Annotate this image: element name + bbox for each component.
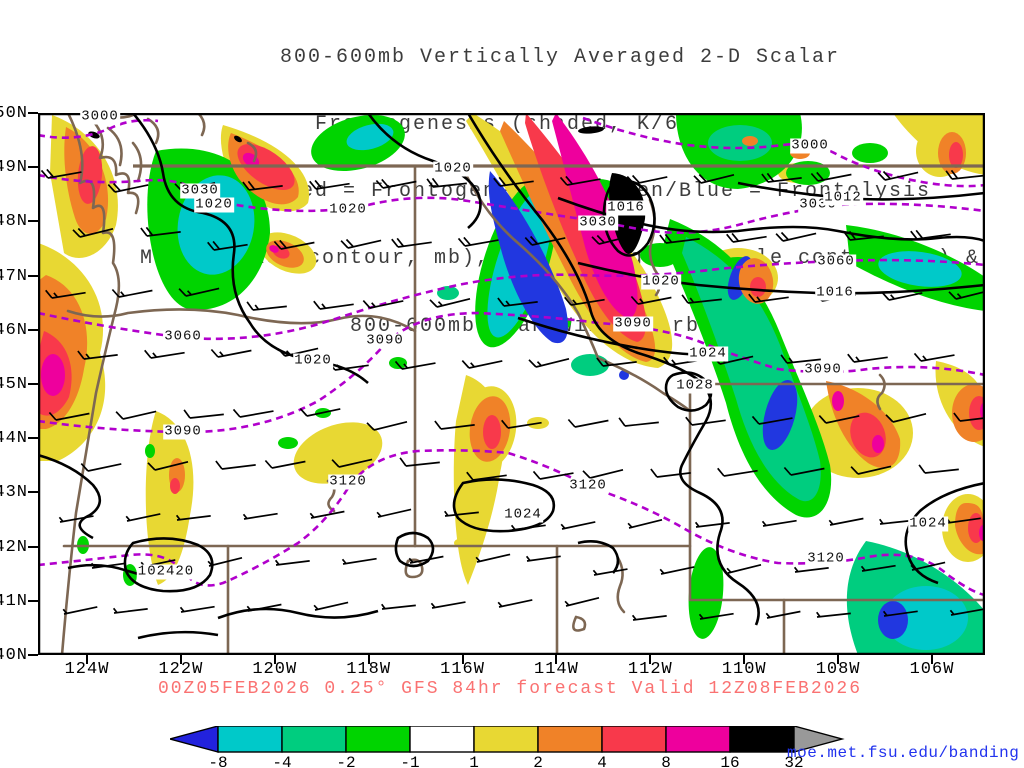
colorbar-value-label: 16 xyxy=(720,754,740,768)
lat-tick-label: 47N xyxy=(0,266,28,286)
lon-tick-label: 116W xyxy=(440,660,485,679)
colorbar-value-label: -2 xyxy=(336,754,356,768)
colorbar-value-label: -1 xyxy=(400,754,420,768)
lat-tick-label: 42N xyxy=(0,537,28,557)
lon-tick xyxy=(461,655,464,664)
lat-tick xyxy=(28,491,38,494)
lon-tick-label: 106W xyxy=(909,660,955,679)
lon-tick xyxy=(931,655,933,664)
lon-tick xyxy=(649,655,652,664)
lat-tick xyxy=(28,112,38,114)
colorbar-value-label: 2 xyxy=(533,754,543,768)
map-plot-area: 3000 3000 3030 1020 1020 1020 1016 3030 3030 1012… xyxy=(38,109,985,655)
lat-tick xyxy=(28,220,38,223)
lon-tick xyxy=(743,655,746,664)
lon-tick xyxy=(179,655,182,664)
colorbar-scale xyxy=(167,725,845,753)
lon-tick-label: 124W xyxy=(64,660,110,679)
lon-tick-label: 122W xyxy=(158,660,204,679)
colorbar-value-label: -8 xyxy=(208,754,228,768)
lat-tick-label: 46N xyxy=(0,320,28,340)
lon-tick-label: 118W xyxy=(346,660,392,679)
forecast-info: 00Z05FEB2026 0.25° GFS 84hr forecast Val… xyxy=(157,679,863,699)
lon-tick xyxy=(273,655,276,664)
lat-tick-label: 48N xyxy=(0,212,28,232)
colorbar-value-label: 32 xyxy=(784,754,804,768)
lon-tick-label: 112W xyxy=(627,660,673,679)
colorbar: -8 -4 -2 -1 1 2 4 8 16 32 xyxy=(167,725,846,768)
lon-tick xyxy=(367,655,370,664)
lon-tick xyxy=(555,655,558,664)
lon-tick xyxy=(837,655,840,664)
lon-tick-label: 108W xyxy=(815,660,861,679)
lat-tick xyxy=(28,654,38,656)
lon-tick-label: 110W xyxy=(721,660,767,679)
lat-tick xyxy=(28,545,38,548)
lat-tick xyxy=(28,166,38,169)
colorbar-value-label: 8 xyxy=(661,754,671,768)
lat-tick xyxy=(28,437,38,440)
lat-tick xyxy=(28,599,38,602)
map-canvas xyxy=(38,113,985,655)
site-link[interactable]: moe.met.fsu.edu/banding xyxy=(787,744,1020,762)
lat-tick-label: 50N xyxy=(0,104,28,123)
colorbar-value-label: 4 xyxy=(597,754,607,768)
colorbar-value-label: -4 xyxy=(272,754,292,768)
lat-tick-label: 44N xyxy=(0,429,28,449)
lat-tick xyxy=(28,383,38,385)
lon-tick-label: 114W xyxy=(534,660,579,679)
lat-tick xyxy=(28,274,38,277)
lat-tick-label: 40N xyxy=(0,646,28,665)
lat-tick-label: 41N xyxy=(0,591,28,611)
colorbar-value-label: 1 xyxy=(469,754,479,768)
lat-tick-label: 43N xyxy=(0,483,28,503)
lon-tick xyxy=(86,655,88,664)
map-frame xyxy=(38,113,985,655)
lat-tick xyxy=(28,328,38,331)
title-line-1: 800-600mb Vertically Averaged 2-D Scalar xyxy=(279,45,841,69)
lat-tick-label: 45N xyxy=(0,375,28,394)
wind-barbs xyxy=(40,168,985,621)
lon-tick-label: 120W xyxy=(252,660,298,679)
lat-tick-label: 49N xyxy=(0,158,28,178)
